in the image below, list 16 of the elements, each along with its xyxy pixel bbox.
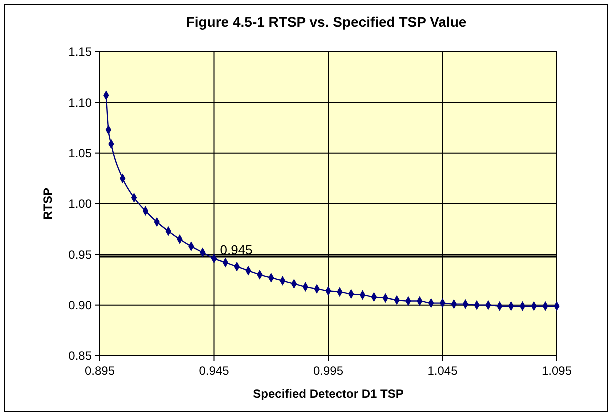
x-tick-label: 0.945 <box>199 364 230 378</box>
x-axis-title: Specified Detector D1 TSP <box>253 387 404 401</box>
y-tick-label: 1.15 <box>68 45 92 60</box>
x-tick-label: 1.095 <box>542 364 572 378</box>
y-tick-label: 0.90 <box>68 298 92 313</box>
chart-title: Figure 4.5-1 RTSP vs. Specified TSP Value <box>186 14 467 30</box>
x-tick-label: 0.995 <box>313 364 344 378</box>
annotation: 0.945 <box>220 242 253 258</box>
y-tick-label: 0.85 <box>68 349 92 364</box>
y-tick-label: 1.05 <box>68 146 92 161</box>
y-tick-label: 0.95 <box>68 248 92 262</box>
y-tick-label: 1.10 <box>68 96 92 110</box>
y-tick-label: 1.00 <box>68 197 92 212</box>
y-axis-title: RTSP <box>41 188 55 220</box>
x-tick-label: 0.895 <box>84 364 116 378</box>
x-tick-label: 1.045 <box>428 364 458 378</box>
